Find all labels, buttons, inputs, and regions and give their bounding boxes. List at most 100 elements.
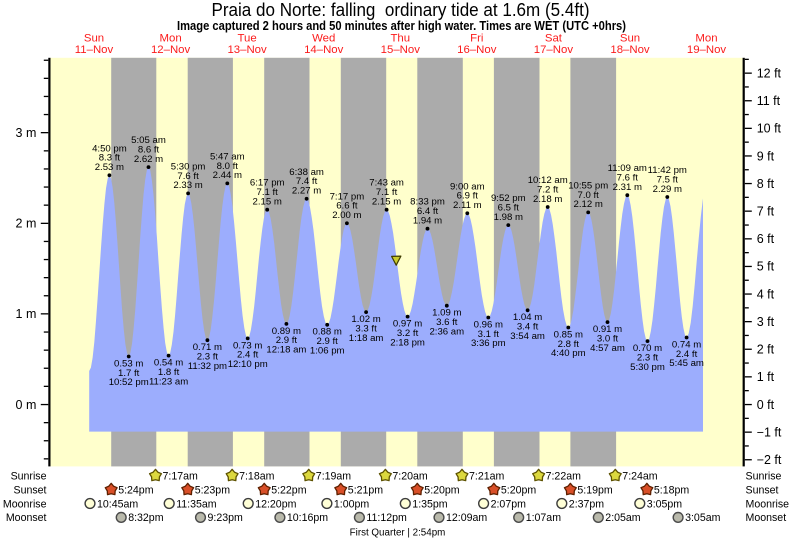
svg-text:5:21pm: 5:21pm bbox=[348, 484, 384, 496]
svg-text:8.6 ft: 8.6 ft bbox=[138, 145, 160, 156]
svg-text:11:12pm: 11:12pm bbox=[366, 512, 407, 524]
svg-text:Image captured 2 hours and 50: Image captured 2 hours and 50 minutes af… bbox=[177, 19, 626, 33]
svg-text:0.71 m: 0.71 m bbox=[193, 342, 222, 353]
svg-text:5:18pm: 5:18pm bbox=[654, 484, 690, 496]
svg-text:16–Nov: 16–Nov bbox=[457, 44, 497, 56]
svg-text:0.97 m: 0.97 m bbox=[393, 319, 422, 330]
svg-text:Tue: Tue bbox=[237, 33, 256, 45]
svg-text:3.6 ft: 3.6 ft bbox=[436, 317, 458, 328]
svg-text:12:10 pm: 12:10 pm bbox=[228, 359, 268, 370]
svg-text:2.9 ft: 2.9 ft bbox=[317, 336, 339, 347]
svg-text:7.6 ft: 7.6 ft bbox=[617, 173, 639, 184]
svg-text:8.3 ft: 8.3 ft bbox=[99, 153, 121, 164]
svg-text:3.3 ft: 3.3 ft bbox=[355, 323, 377, 334]
svg-text:5 ft: 5 ft bbox=[757, 260, 775, 274]
svg-text:3 m: 3 m bbox=[16, 126, 37, 140]
svg-text:7:17am: 7:17am bbox=[163, 470, 199, 482]
svg-text:Moonrise: Moonrise bbox=[3, 498, 47, 510]
svg-text:2.27 m: 2.27 m bbox=[292, 186, 321, 197]
svg-text:14–Nov: 14–Nov bbox=[304, 44, 344, 56]
svg-text:2.12 m: 2.12 m bbox=[574, 199, 603, 210]
svg-text:Sunset: Sunset bbox=[14, 484, 47, 496]
svg-text:5:30 pm: 5:30 pm bbox=[630, 362, 665, 373]
svg-text:3:36 pm: 3:36 pm bbox=[471, 338, 506, 349]
svg-text:2.62 m: 2.62 m bbox=[134, 154, 163, 165]
svg-text:0.91 m: 0.91 m bbox=[593, 324, 622, 335]
svg-text:1 ft: 1 ft bbox=[757, 370, 775, 384]
svg-text:7.5 ft: 7.5 ft bbox=[657, 174, 679, 185]
svg-text:4 ft: 4 ft bbox=[757, 287, 775, 301]
svg-text:2.44 m: 2.44 m bbox=[213, 170, 242, 181]
svg-text:8:32pm: 8:32pm bbox=[128, 512, 164, 524]
svg-text:4:40 pm: 4:40 pm bbox=[551, 348, 586, 359]
svg-text:11 ft: 11 ft bbox=[757, 94, 781, 108]
svg-text:0.96 m: 0.96 m bbox=[474, 319, 503, 330]
svg-text:6.9 ft: 6.9 ft bbox=[457, 191, 479, 202]
svg-text:6:38 am: 6:38 am bbox=[289, 167, 324, 178]
svg-text:−2 ft: −2 ft bbox=[757, 453, 782, 467]
svg-text:2.00 m: 2.00 m bbox=[332, 210, 361, 221]
svg-text:0.88 m: 0.88 m bbox=[313, 327, 342, 338]
svg-text:9:00 am: 9:00 am bbox=[450, 181, 485, 192]
svg-text:6.5 ft: 6.5 ft bbox=[498, 203, 520, 214]
svg-text:6.4 ft: 6.4 ft bbox=[417, 206, 439, 217]
svg-text:3.0 ft: 3.0 ft bbox=[597, 333, 619, 344]
svg-text:5:47 am: 5:47 am bbox=[210, 151, 245, 162]
svg-text:7.1 ft: 7.1 ft bbox=[257, 187, 279, 198]
svg-text:2:18 pm: 2:18 pm bbox=[390, 337, 425, 348]
svg-text:1:07am: 1:07am bbox=[526, 512, 562, 524]
svg-text:7:18am: 7:18am bbox=[239, 470, 275, 482]
svg-text:11:23 am: 11:23 am bbox=[149, 376, 188, 387]
svg-text:2 m: 2 m bbox=[16, 217, 37, 231]
svg-text:7 ft: 7 ft bbox=[757, 205, 775, 219]
svg-text:7:22am: 7:22am bbox=[546, 470, 582, 482]
svg-text:Wed: Wed bbox=[312, 33, 335, 45]
svg-text:0.70 m: 0.70 m bbox=[633, 343, 662, 354]
svg-text:2:05am: 2:05am bbox=[605, 512, 641, 524]
svg-text:2.31 m: 2.31 m bbox=[613, 182, 642, 193]
svg-text:18–Nov: 18–Nov bbox=[610, 44, 650, 56]
svg-text:Mon: Mon bbox=[695, 33, 717, 45]
svg-text:Mon: Mon bbox=[160, 33, 182, 45]
svg-text:2:37pm: 2:37pm bbox=[569, 498, 605, 510]
svg-text:4:50 pm: 4:50 pm bbox=[92, 143, 127, 154]
svg-text:0.54 m: 0.54 m bbox=[154, 358, 183, 369]
svg-text:5:22pm: 5:22pm bbox=[271, 484, 307, 496]
svg-text:12:09am: 12:09am bbox=[446, 512, 487, 524]
svg-text:1:35pm: 1:35pm bbox=[412, 498, 448, 510]
svg-text:7.1 ft: 7.1 ft bbox=[376, 187, 398, 198]
svg-text:1:06 pm: 1:06 pm bbox=[310, 346, 345, 357]
svg-text:2:36 am: 2:36 am bbox=[429, 326, 464, 337]
svg-text:First Quarter | 2:54pm: First Quarter | 2:54pm bbox=[350, 528, 446, 539]
svg-text:6:17 pm: 6:17 pm bbox=[250, 178, 285, 189]
svg-text:0.73 m: 0.73 m bbox=[233, 340, 262, 351]
svg-text:−1 ft: −1 ft bbox=[757, 425, 782, 439]
svg-text:0.53 m: 0.53 m bbox=[114, 358, 143, 369]
svg-text:Sat: Sat bbox=[545, 33, 563, 45]
svg-text:Moonset: Moonset bbox=[746, 512, 787, 524]
svg-text:Thu: Thu bbox=[390, 33, 410, 45]
svg-text:5:20pm: 5:20pm bbox=[501, 484, 537, 496]
svg-text:11:32 pm: 11:32 pm bbox=[188, 361, 227, 372]
svg-text:6.6 ft: 6.6 ft bbox=[336, 201, 358, 212]
svg-text:17–Nov: 17–Nov bbox=[534, 44, 574, 56]
svg-text:11:42 pm: 11:42 pm bbox=[648, 165, 687, 176]
svg-text:15–Nov: 15–Nov bbox=[381, 44, 421, 56]
svg-text:2.15 m: 2.15 m bbox=[253, 197, 282, 208]
svg-text:Moonrise: Moonrise bbox=[746, 498, 790, 510]
svg-text:7.6 ft: 7.6 ft bbox=[177, 171, 199, 182]
svg-text:1.98 m: 1.98 m bbox=[494, 212, 523, 223]
svg-text:2.15 m: 2.15 m bbox=[372, 197, 401, 208]
svg-text:5:30 pm: 5:30 pm bbox=[171, 161, 206, 172]
svg-text:2.33 m: 2.33 m bbox=[173, 180, 202, 191]
svg-text:8 ft: 8 ft bbox=[757, 177, 775, 191]
svg-text:1.94 m: 1.94 m bbox=[413, 216, 442, 227]
svg-text:12:20pm: 12:20pm bbox=[255, 498, 296, 510]
svg-text:12:18 am: 12:18 am bbox=[266, 345, 306, 356]
svg-text:0.74 m: 0.74 m bbox=[672, 339, 701, 350]
svg-text:5:05 am: 5:05 am bbox=[131, 135, 166, 146]
svg-text:2.29 m: 2.29 m bbox=[653, 184, 682, 195]
svg-text:9 ft: 9 ft bbox=[757, 149, 775, 163]
svg-text:7.2 ft: 7.2 ft bbox=[537, 184, 559, 195]
svg-text:Moonset: Moonset bbox=[6, 512, 47, 524]
